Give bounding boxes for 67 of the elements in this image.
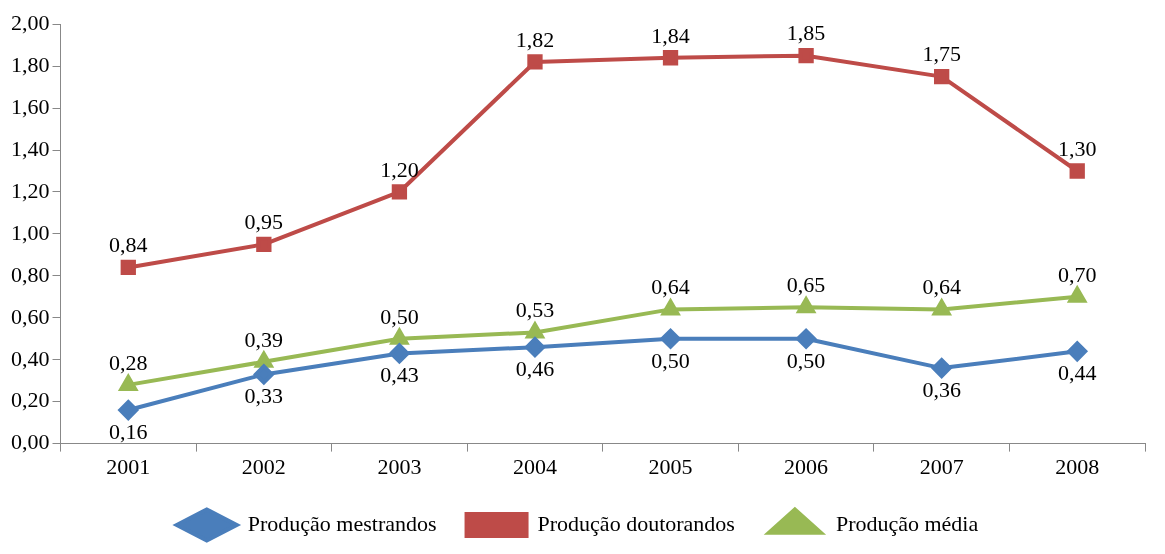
data-label: 0,95 xyxy=(244,209,284,235)
data-label: 1,82 xyxy=(515,26,555,52)
x-tick-label: 2005 xyxy=(648,453,693,479)
x-tick-label: 2007 xyxy=(919,453,964,479)
point xyxy=(526,322,544,339)
data-label: 0,70 xyxy=(1057,261,1097,287)
data-label: 1,20 xyxy=(380,156,419,182)
data-label: 0,50 xyxy=(651,347,690,373)
point xyxy=(797,297,816,314)
y-tick-label: 0,80 xyxy=(11,261,50,287)
data-label: 0,64 xyxy=(922,274,961,300)
data-label: 0,46 xyxy=(515,355,555,381)
x-tick-label: 2002 xyxy=(241,453,286,479)
data-label: 0,44 xyxy=(1057,360,1097,386)
y-tick-label: 0,00 xyxy=(11,429,50,455)
data-label: 1,84 xyxy=(651,22,690,48)
y-tick-label: 2,00 xyxy=(11,9,50,35)
point xyxy=(932,299,951,316)
data-label: 0,36 xyxy=(922,376,961,402)
data-label: 0,64 xyxy=(651,274,690,300)
y-tick-label: 0,40 xyxy=(11,345,50,371)
legend-label: Produção média xyxy=(835,510,979,536)
point xyxy=(1069,163,1085,179)
point xyxy=(256,236,272,253)
data-label: 0,28 xyxy=(109,349,148,375)
point xyxy=(119,374,138,391)
data-label: 0,16 xyxy=(109,418,148,444)
point xyxy=(120,259,136,276)
data-label: 0,65 xyxy=(786,272,826,298)
data-label: 0,53 xyxy=(515,297,555,323)
x-tick-label: 2008 xyxy=(1055,453,1100,479)
point xyxy=(661,299,680,316)
legend-label: Produção mestrandos xyxy=(247,510,437,536)
y-tick-label: 1,80 xyxy=(11,51,50,77)
point xyxy=(527,54,543,70)
x-tick-label: 2006 xyxy=(784,453,829,479)
x-tick-label: 2003 xyxy=(377,453,422,479)
data-label: 1,30 xyxy=(1057,135,1097,161)
data-label: 0,39 xyxy=(244,326,284,352)
point xyxy=(660,328,681,349)
data-label: 0,33 xyxy=(244,383,284,409)
data-label: 0,84 xyxy=(109,232,148,258)
point xyxy=(253,364,274,385)
x-tick-label: 2001 xyxy=(106,453,151,479)
point xyxy=(934,68,950,85)
y-tick-label: 0,60 xyxy=(11,303,50,329)
data-label: 0,50 xyxy=(380,303,419,329)
x-tick-label: 2004 xyxy=(512,453,557,479)
data-label: 1,75 xyxy=(922,41,961,67)
y-tick-label: 1,20 xyxy=(11,177,50,203)
data-label: 0,43 xyxy=(380,362,419,388)
data-label: 1,85 xyxy=(786,20,826,46)
point xyxy=(389,343,410,364)
point xyxy=(118,400,139,421)
point xyxy=(796,328,817,349)
y-tick-label: 1,40 xyxy=(11,135,50,161)
legend-label: Produção doutorandos xyxy=(537,510,735,536)
y-tick-label: 0,20 xyxy=(11,387,50,413)
point xyxy=(524,337,545,358)
y-tick-label: 1,60 xyxy=(11,93,50,119)
data-label: 0,50 xyxy=(786,347,826,373)
y-tick-label: 1,00 xyxy=(11,219,50,245)
point xyxy=(662,50,679,66)
point xyxy=(798,48,814,64)
point xyxy=(391,184,408,200)
point xyxy=(931,358,952,379)
point xyxy=(1067,341,1088,362)
